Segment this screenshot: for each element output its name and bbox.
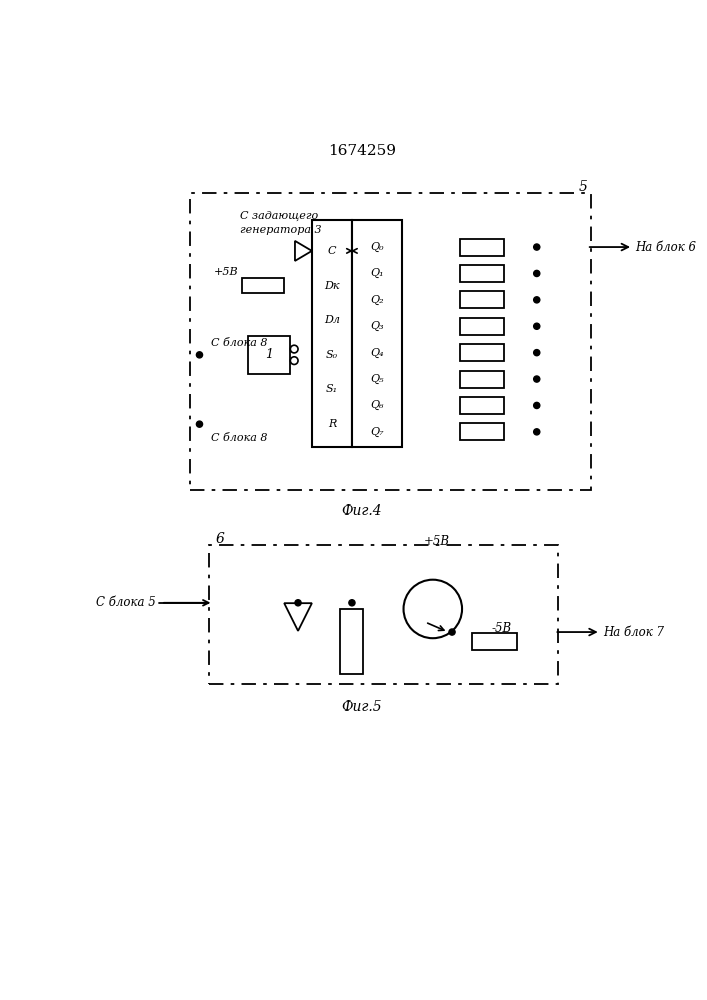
Text: Фиг.4: Фиг.4 <box>341 504 382 518</box>
Circle shape <box>449 629 455 635</box>
Bar <box>460 291 504 308</box>
Bar <box>352 220 402 447</box>
Text: С блока 8: С блока 8 <box>211 433 267 443</box>
Text: 1: 1 <box>265 348 273 361</box>
Polygon shape <box>284 603 312 631</box>
Circle shape <box>534 429 540 435</box>
Text: Q₁: Q₁ <box>370 268 384 278</box>
Text: +5В: +5В <box>423 535 450 548</box>
Bar <box>242 278 284 293</box>
Bar <box>460 318 504 335</box>
Text: Dл: Dл <box>324 315 340 325</box>
Text: Q₀: Q₀ <box>370 242 384 252</box>
Text: 1674259: 1674259 <box>328 144 396 158</box>
Bar <box>472 633 517 650</box>
Text: На блок 7: На блок 7 <box>603 626 664 639</box>
Circle shape <box>534 402 540 409</box>
Text: С задающего: С задающего <box>240 211 319 221</box>
Text: 5: 5 <box>578 180 588 194</box>
Text: С блока 8: С блока 8 <box>211 338 267 348</box>
Circle shape <box>349 600 355 606</box>
Bar <box>460 371 504 388</box>
Text: На блок 6: На блок 6 <box>636 241 696 254</box>
Text: 6: 6 <box>216 532 225 546</box>
Bar <box>209 545 559 684</box>
Text: C: C <box>327 246 336 256</box>
Circle shape <box>534 323 540 329</box>
Bar <box>460 397 504 414</box>
Text: С блока 5: С блока 5 <box>96 596 156 609</box>
Polygon shape <box>295 241 312 261</box>
Bar <box>312 220 352 447</box>
Circle shape <box>534 244 540 250</box>
Bar <box>460 344 504 361</box>
Bar <box>248 336 291 374</box>
Text: Q₆: Q₆ <box>370 400 384 410</box>
Text: генератора 3: генератора 3 <box>240 225 322 235</box>
Bar <box>460 265 504 282</box>
Circle shape <box>197 421 203 427</box>
Text: R: R <box>328 419 336 429</box>
Text: Q₂: Q₂ <box>370 295 384 305</box>
Circle shape <box>295 600 301 606</box>
Text: +5В: +5В <box>214 267 238 277</box>
Text: S₁: S₁ <box>326 384 338 394</box>
Text: Q₇: Q₇ <box>370 427 384 437</box>
Text: Фиг.5: Фиг.5 <box>341 700 382 714</box>
Bar <box>460 239 504 256</box>
Bar <box>190 193 590 490</box>
Text: Q₅: Q₅ <box>370 374 384 384</box>
Text: S₀: S₀ <box>326 350 338 360</box>
Circle shape <box>197 352 203 358</box>
Text: Dк: Dк <box>325 281 339 291</box>
Bar <box>460 423 504 440</box>
Circle shape <box>534 350 540 356</box>
Text: -5В: -5В <box>492 622 512 635</box>
Circle shape <box>534 297 540 303</box>
Bar <box>340 609 363 674</box>
Text: Q₄: Q₄ <box>370 348 384 358</box>
Circle shape <box>534 270 540 277</box>
Text: Q₃: Q₃ <box>370 321 384 331</box>
Circle shape <box>534 376 540 382</box>
